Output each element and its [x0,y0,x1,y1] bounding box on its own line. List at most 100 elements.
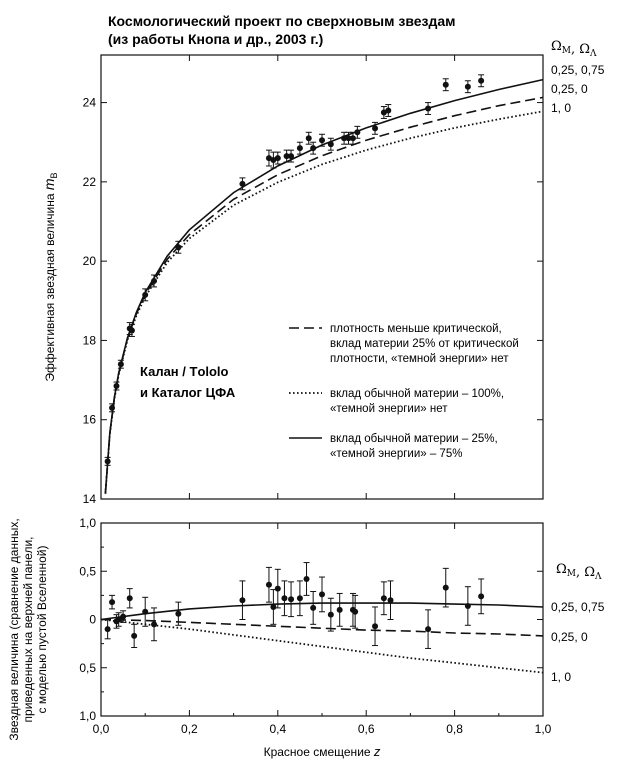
bottom-x-tick-label: 0,4 [269,722,286,736]
bottom-data-point [478,593,485,600]
top-y-tick-label: 24 [83,96,97,110]
top-data-point [288,153,295,160]
bottom-data-point [175,610,182,617]
bottom-data-point [303,575,310,582]
bottom-y-axis-label: приведенных на верхней панели, [21,537,35,723]
top-data-point [442,81,449,88]
top-data-point [372,125,379,132]
bottom-data-point [131,632,138,639]
bottom-data-point [372,623,379,630]
top-data-point [305,135,312,142]
bottom-x-tick-label: 1,0 [535,722,552,736]
bottom-data-point [464,602,471,609]
bottom-series-label: 0,25, 0 [551,630,588,644]
top-data-point [113,383,120,390]
top-data-point [425,105,432,112]
bottom-y-tick-label: 1,0 [79,516,96,530]
legend-text: «темной энергии» – 75% [330,448,462,460]
bottom-x-tick-label: 0,8 [446,722,463,736]
bottom-data-point [327,611,334,618]
bottom-data-point [274,585,281,592]
top-data-point [310,145,317,152]
bottom-y-axis-label: Звездная величина (сравнение данных, [7,518,21,740]
bottom-data-point [319,591,325,598]
top-data-point [151,277,158,284]
top-data-point [128,327,135,334]
bottom-data-point [270,603,277,610]
bottom-data-point [120,613,127,620]
bottom-series-dashed [100,618,544,637]
bottom-data-point [380,595,387,602]
bottom-data-point [115,616,122,623]
top-data-point [104,458,111,465]
bottom-plot-frame [100,522,544,717]
bottom-data-point [352,608,359,615]
top-y-tick-label: 20 [83,254,97,268]
bottom-data-point [104,626,111,633]
bottom-series-label: 1, 0 [551,670,571,684]
bottom-y-tick-label: 0,5 [79,661,96,675]
bottom-x-tick-label: 0,6 [358,722,375,736]
annotation-line-2: и Каталог ЦФА [140,385,236,400]
bottom-data-point [281,595,288,602]
bottom-x-tick-label: 0,0 [93,722,110,736]
top-data-point [175,244,182,251]
bottom-y-axis-label: с моделью пустой Вселенной) [35,546,49,714]
top-data-point [142,291,149,298]
top-data-point [354,129,361,136]
bottom-data-point [425,626,432,633]
legend-text: вклад обычной материи – 25%, [330,433,498,445]
bottom-data-point [151,621,158,628]
top-data-point [109,404,116,411]
top-series-label: 0,25, 0,75 [551,63,605,77]
top-plot-frame [100,54,544,500]
top-y-axis-label: Эффективная звездная величина mB [41,172,59,381]
top-y-tick-label: 14 [83,492,97,506]
legend-text: «темной энергии» нет [330,403,448,415]
legend-text: плотности, «темной энергии» нет [330,353,509,365]
bottom-x-tick-label: 0,2 [181,722,198,736]
bottom-y-tick-label: 0,5 [79,564,96,578]
legend-text: плотность меньше критической, [330,323,502,335]
top-data-point [274,155,281,162]
bottom-data-point [296,595,303,602]
bottom-data-point [265,581,272,588]
bottom-data-point [126,595,133,602]
bottom-data-point [336,606,343,613]
top-series-label: 0,25, 0 [551,82,588,96]
top-omega-header: ΩM, ΩΛ [551,39,597,59]
chart-title: Космологический проект по сверхновым зве… [108,13,456,29]
top-data-point [117,361,124,368]
top-series-dotted [104,110,544,494]
bottom-data-point [310,604,317,611]
top-data-point [385,107,392,114]
bottom-series-dotted [100,618,544,674]
annotation-line-1: Калан / Тololo [140,364,229,379]
top-y-tick-label: 16 [83,413,97,427]
top-y-tick-label: 22 [83,175,97,189]
legend-text: вклад материи 25% от критической [330,338,519,350]
bottom-data-point [239,597,246,604]
top-data-point [349,135,356,142]
top-data-point [319,137,325,144]
bottom-y-tick-label: 0 [89,613,96,627]
bottom-data-point [387,597,394,604]
top-series-label: 1, 0 [551,101,571,115]
bottom-y-tick-label: 1,0 [79,709,96,723]
top-data-point [345,135,352,142]
bottom-x-axis-label: Красное смещение z [264,744,381,759]
bottom-series-label: 0,25, 0,75 [551,600,605,614]
bottom-data-point [288,596,295,603]
legend-text: вклад обычной материи – 100%, [330,388,504,400]
top-data-point [239,180,246,187]
top-data-point [464,83,471,90]
top-data-point [296,145,303,152]
bottom-data-point [109,599,116,606]
chart-subtitle: (из работы Кнопа и др., 2003 г.) [108,31,323,47]
top-data-point [341,135,348,142]
top-data-point [478,77,485,84]
top-data-point [327,141,334,148]
bottom-data-point [442,584,449,591]
bottom-omega-header: ΩM, ΩΛ [556,562,602,582]
